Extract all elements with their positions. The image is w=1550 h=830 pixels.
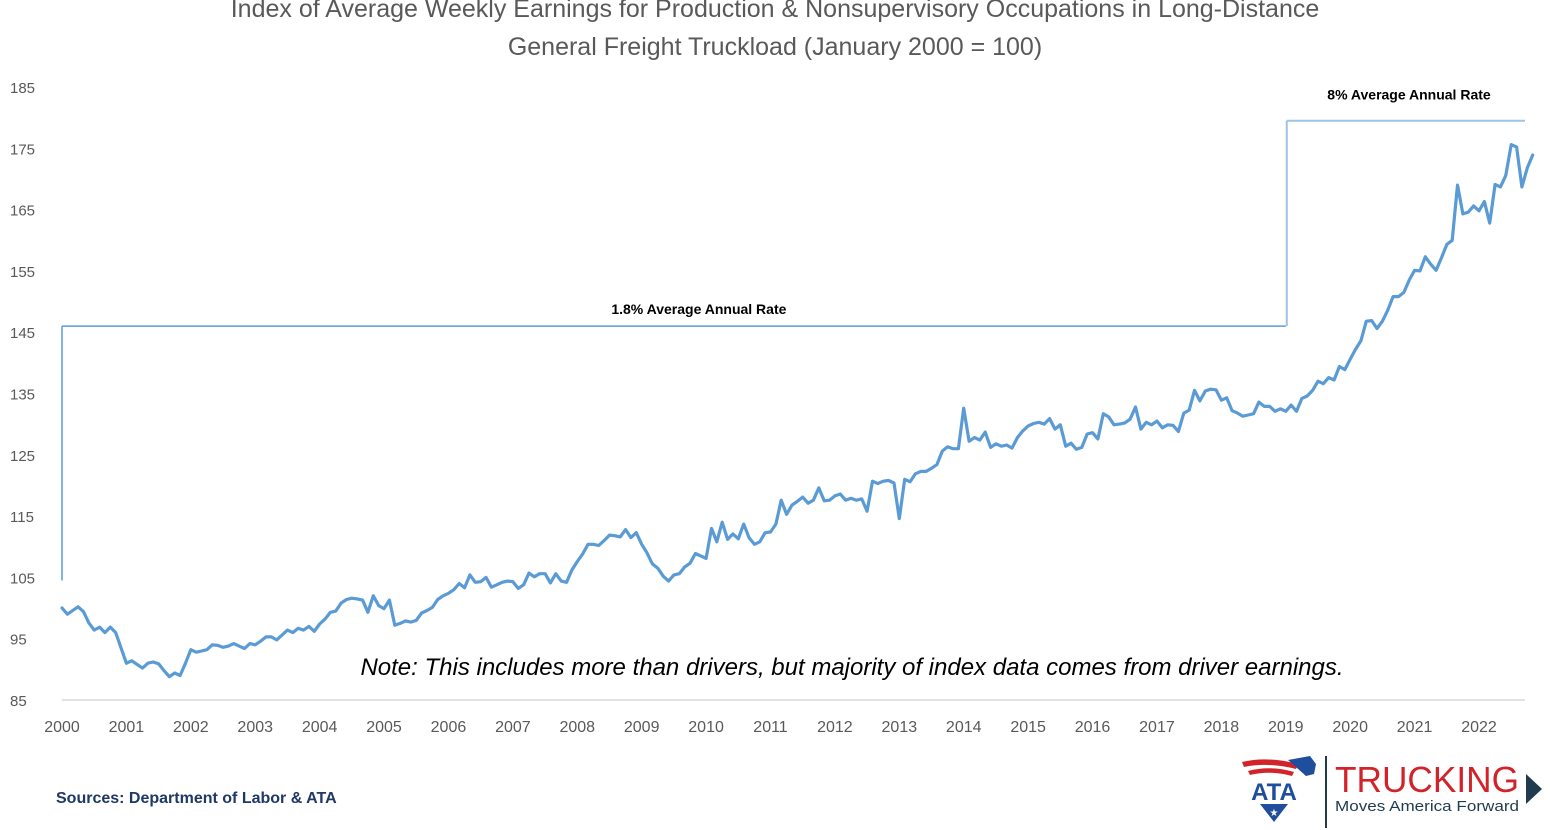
star-icon: ★ (1270, 808, 1279, 819)
x-tick-label: 2020 (1332, 719, 1368, 736)
y-tick-label: 105 (10, 570, 35, 587)
chart-title-line-2: General Freight Truckload (January 2000 … (507, 33, 1043, 61)
y-axis-ticks: 85 95 105 115 125 135 145 155 165 175 185 (10, 80, 35, 710)
y-tick-label: 135 (10, 387, 35, 404)
sources-text: Sources: Department of Labor & ATA (56, 790, 337, 807)
x-tick-label: 2000 (44, 719, 80, 736)
x-tick-label: 2002 (173, 719, 209, 736)
x-tick-label: 2022 (1461, 719, 1497, 736)
x-tick-label: 2012 (817, 719, 853, 736)
x-tick-label: 2019 (1268, 719, 1304, 736)
chart-note: Note: This includes more than drivers, b… (360, 654, 1343, 681)
x-tick-label: 2005 (366, 719, 402, 736)
x-tick-label: 2008 (559, 719, 595, 736)
x-tick-label: 2016 (1075, 719, 1111, 736)
x-tick-label: 2015 (1010, 719, 1046, 736)
ata-text: ATA (1251, 779, 1297, 806)
chart-title: Index of Average Weekly Earnings for Pro… (0, 0, 1550, 66)
y-tick-label: 115 (10, 509, 34, 526)
y-tick-label: 155 (10, 264, 35, 281)
ata-shield-icon (1260, 804, 1288, 822)
x-tick-label: 2007 (495, 719, 531, 736)
x-tick-label: 2014 (946, 719, 982, 736)
y-tick-label: 185 (10, 80, 35, 97)
y-tick-label: 175 (10, 141, 35, 158)
rate-annotations: 1.8% Average Annual Rate 8% Average Annua… (61, 87, 1525, 581)
chart-title-line-1: Index of Average Weekly Earnings for Pro… (230, 0, 1320, 23)
x-tick-label: 2013 (882, 719, 918, 736)
x-tick-label: 2004 (302, 719, 338, 736)
y-tick-label: 85 (10, 693, 27, 710)
y-tick-label: 125 (10, 448, 35, 465)
x-axis-ticks: 2000 2001 2002 2003 2004 2005 2006 2007 2008 2009… (44, 719, 1497, 736)
x-tick-label: 2003 (237, 719, 273, 736)
ata-flag-icon (1242, 756, 1316, 776)
x-tick-label: 2021 (1397, 719, 1433, 736)
x-tick-label: 2009 (624, 719, 660, 736)
tagline-text: Moves America Forward (1335, 798, 1519, 815)
y-tick-label: 145 (10, 325, 35, 342)
x-tick-label: 2006 (431, 719, 467, 736)
x-tick-label: 2017 (1139, 719, 1175, 736)
x-tick-label: 2001 (109, 719, 145, 736)
series-line-earnings-index (60, 143, 1535, 679)
forward-arrow-icon (1526, 774, 1542, 804)
annotation-label-8-percent: 8% Average Annual Rate (1327, 87, 1491, 103)
x-tick-label: 2018 (1204, 719, 1240, 736)
ata-trucking-logo: ATA ★ TRUCKING Moves America Forward (1242, 756, 1542, 828)
x-tick-label: 2010 (688, 719, 724, 736)
trucking-text: TRUCKING (1335, 759, 1519, 800)
y-tick-label: 95 (10, 632, 27, 649)
annotation-label-1-8-percent: 1.8% Average Annual Rate (611, 301, 786, 317)
x-tick-label: 2011 (753, 719, 788, 736)
y-tick-label: 165 (10, 203, 35, 220)
